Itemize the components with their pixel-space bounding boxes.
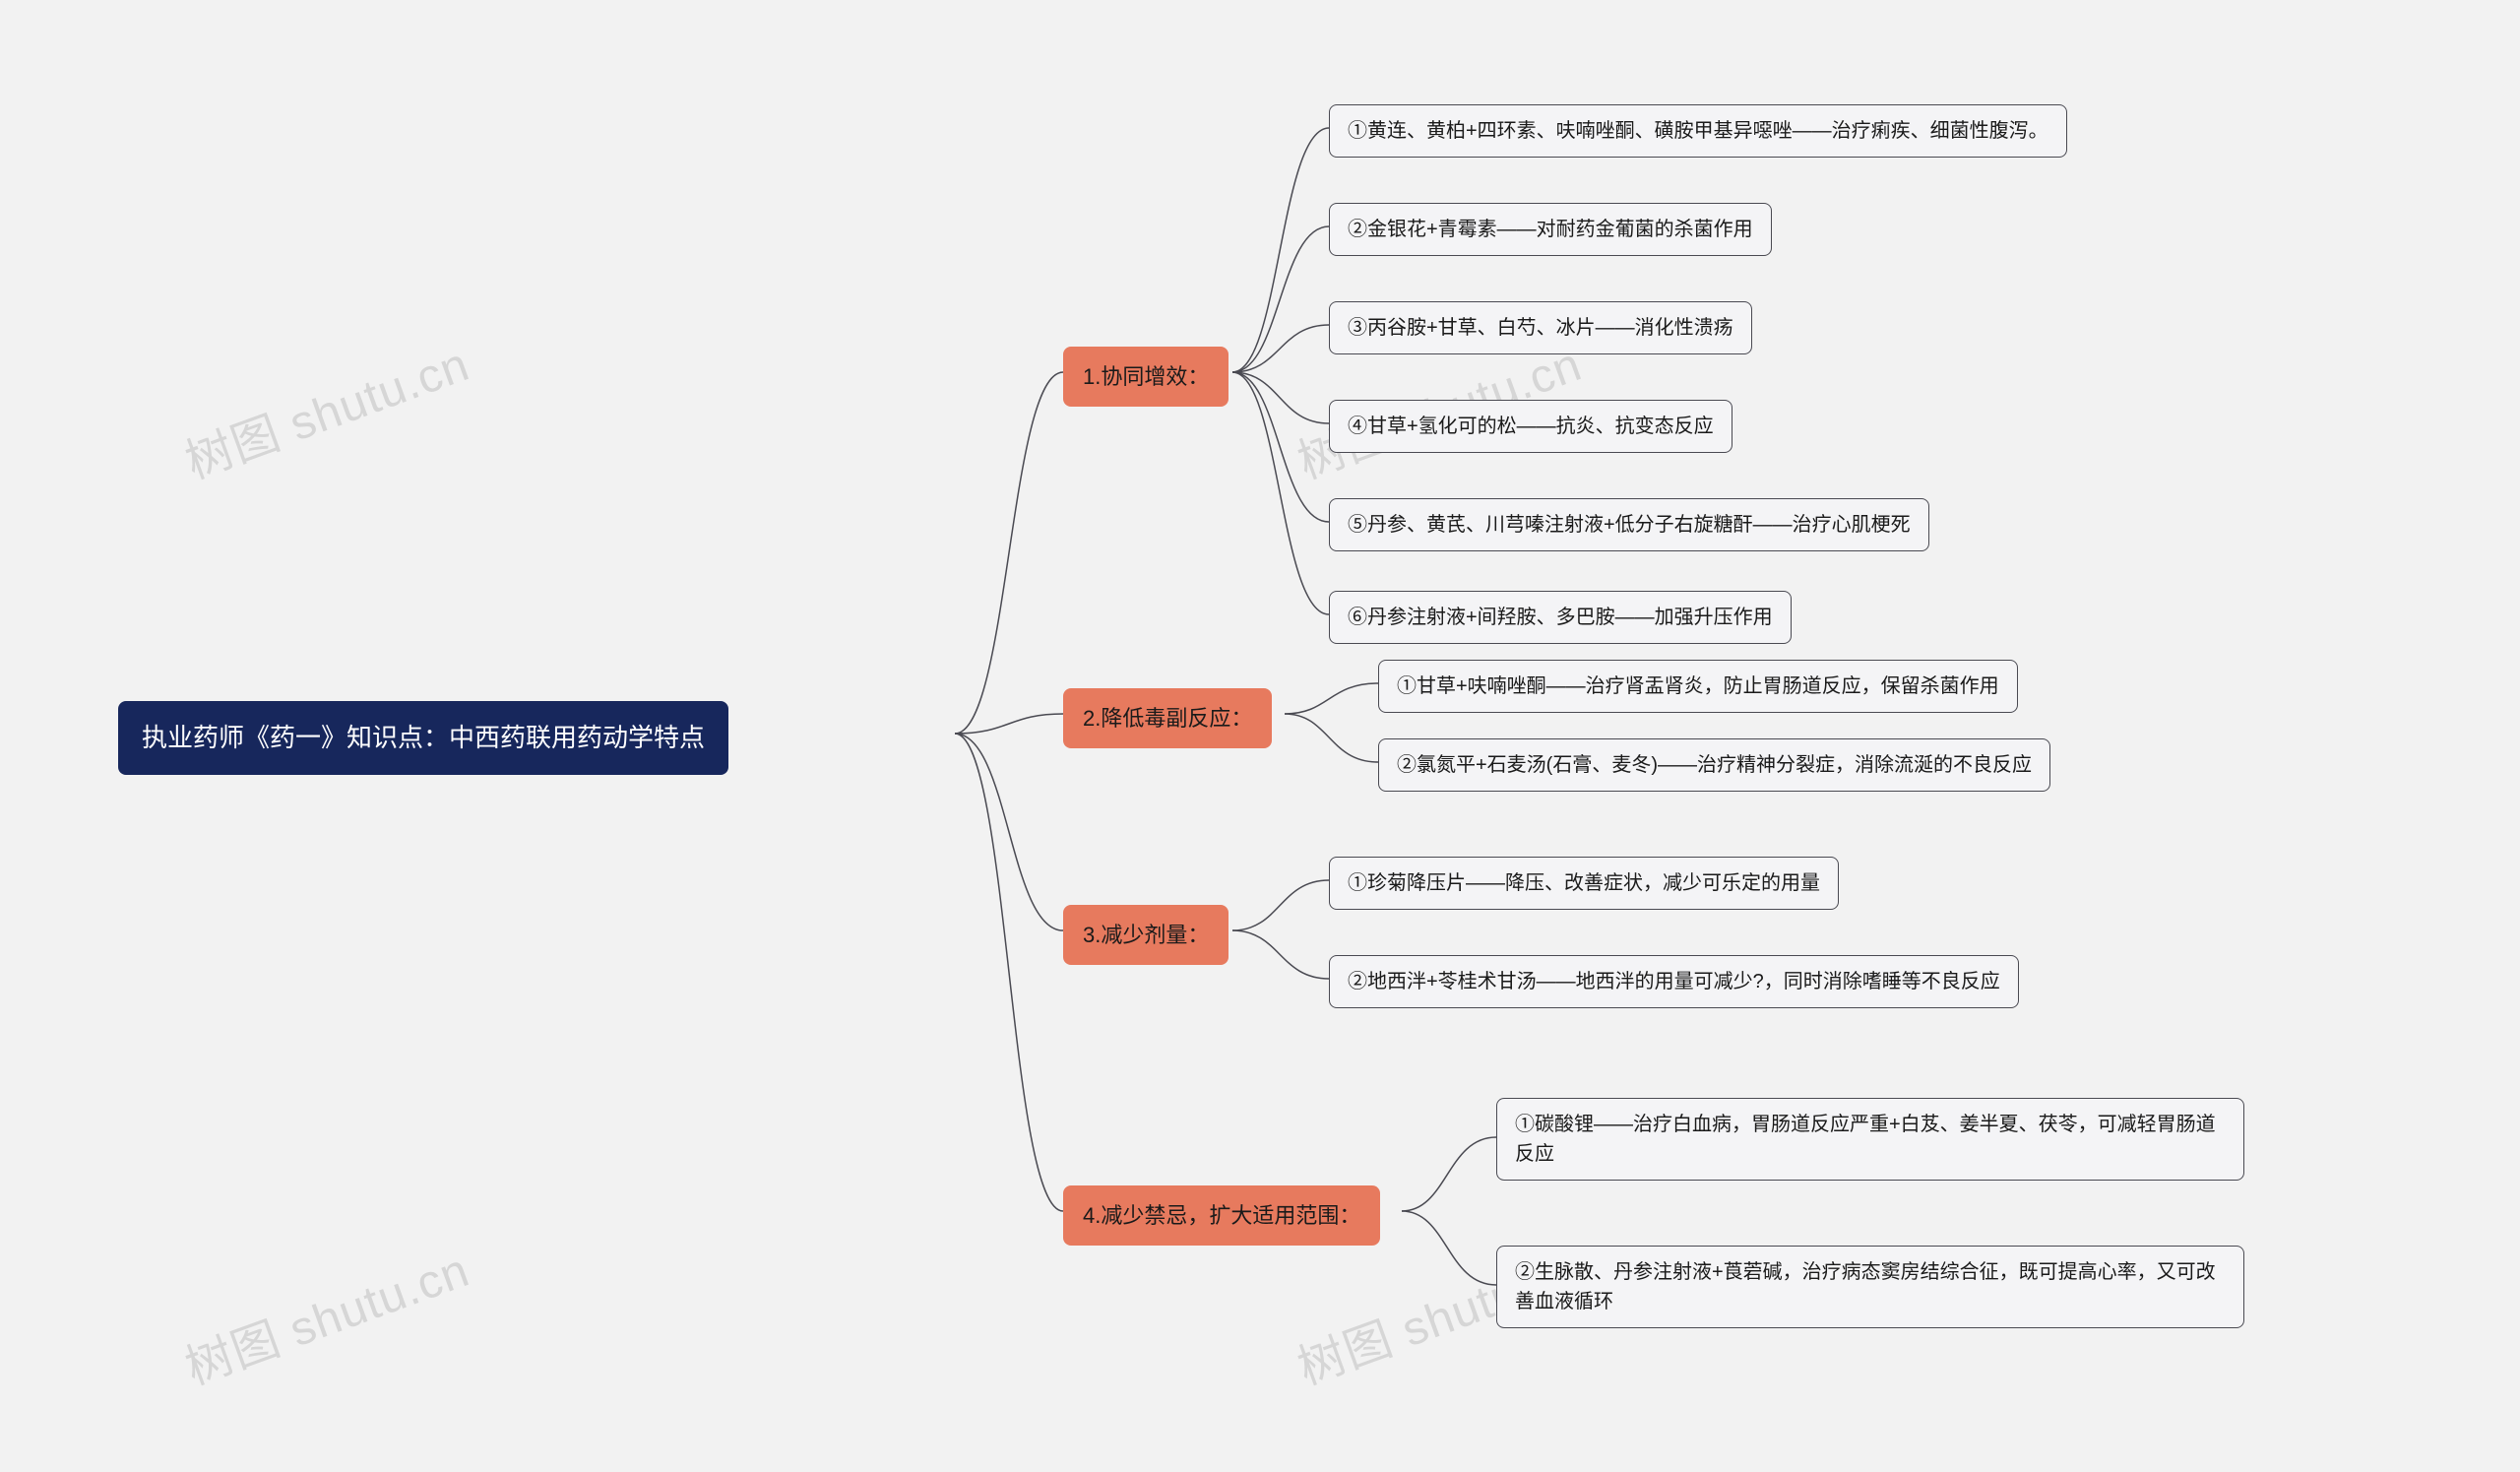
leaf-node[interactable]: ②地西泮+苓桂术甘汤——地西泮的用量可减少?，同时消除嗜睡等不良反应 <box>1329 955 2019 1008</box>
leaf-node[interactable]: ⑤丹参、黄芪、川芎嗪注射液+低分子右旋糖酐——治疗心肌梗死 <box>1329 498 1929 551</box>
leaf-node[interactable]: ①珍菊降压片——降压、改善症状，减少可乐定的用量 <box>1329 857 1839 910</box>
category-node-1[interactable]: 1.协同增效： <box>1063 347 1228 407</box>
watermark: 树图 shutu.cn <box>174 1232 477 1398</box>
mindmap-canvas: 树图 shutu.cn 树图 shutu.cn 树图 shutu.cn 树图 s… <box>0 0 2520 1472</box>
leaf-node[interactable]: ④甘草+氢化可的松——抗炎、抗变态反应 <box>1329 400 1732 453</box>
watermark: 树图 shutu.cn <box>174 326 477 492</box>
leaf-node[interactable]: ⑥丹参注射液+间羟胺、多巴胺——加强升压作用 <box>1329 591 1792 644</box>
leaf-node[interactable]: ①碳酸锂——治疗白血病，胃肠道反应严重+白芨、姜半夏、茯苓，可减轻胃肠道反应 <box>1496 1098 2244 1181</box>
category-node-4[interactable]: 4.减少禁忌，扩大适用范围： <box>1063 1185 1380 1246</box>
root-node[interactable]: 执业药师《药一》知识点：中西药联用药动学特点 <box>118 701 728 775</box>
category-node-3[interactable]: 3.减少剂量： <box>1063 905 1228 965</box>
leaf-node[interactable]: ②氯氮平+石麦汤(石膏、麦冬)——治疗精神分裂症，消除流涎的不良反应 <box>1378 738 2050 792</box>
leaf-node[interactable]: ①黄连、黄柏+四环素、呋喃唑酮、磺胺甲基异噁唑——治疗痢疾、细菌性腹泻。 <box>1329 104 2067 158</box>
leaf-node[interactable]: ②金银花+青霉素——对耐药金葡菌的杀菌作用 <box>1329 203 1772 256</box>
leaf-node[interactable]: ②生脉散、丹参注射液+莨菪碱，治疗病态窦房结综合征，既可提高心率，又可改善血液循… <box>1496 1246 2244 1328</box>
leaf-node[interactable]: ③丙谷胺+甘草、白芍、冰片——消化性溃疡 <box>1329 301 1752 354</box>
leaf-node[interactable]: ①甘草+呋喃唑酮——治疗肾盂肾炎，防止胃肠道反应，保留杀菌作用 <box>1378 660 2018 713</box>
category-node-2[interactable]: 2.降低毒副反应： <box>1063 688 1272 748</box>
